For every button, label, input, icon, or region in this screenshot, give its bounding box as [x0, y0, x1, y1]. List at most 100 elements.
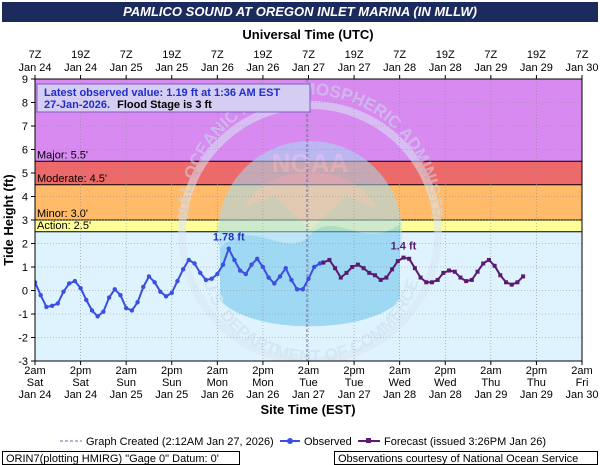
x-tick-label: Jan 25 [110, 389, 143, 401]
top-tick-label: Jan 26 [246, 62, 279, 74]
forecast-point [429, 280, 434, 285]
observed-point [146, 274, 152, 279]
observed-point [260, 264, 266, 270]
y-tick-label: 3 [22, 215, 28, 227]
y-axis-ticks: -3 -2 -1 0 1 2 3 4 5 6 7 8 9 [18, 74, 35, 368]
x-tick-label: Mon [252, 377, 273, 389]
legend-forecast-marker [366, 438, 371, 443]
x-tick-label: Sun [116, 377, 136, 389]
top-tick-label: 19Z [436, 49, 455, 61]
top-axis-label: Universal Time (UTC) [242, 27, 373, 42]
x-tick-label: Tue [345, 377, 364, 389]
forecast-point [447, 268, 452, 273]
forecast-point [464, 279, 469, 284]
observed-point [95, 314, 100, 319]
y-tick-label: 0 [22, 286, 28, 298]
observed-point [249, 262, 254, 267]
x-tick-label: Jan 24 [18, 389, 51, 401]
flood-label-action: Action: 2.5' [37, 220, 91, 232]
forecast-point [412, 266, 417, 271]
x-tick-label: 2am [571, 365, 592, 377]
legend-observed-marker [287, 438, 293, 444]
forecast-point [515, 280, 520, 285]
observed-point [243, 271, 249, 277]
x-tick-label: Thu [481, 377, 500, 389]
observed-point [306, 276, 311, 281]
y-tick-label: 8 [22, 98, 28, 110]
observed-point [294, 287, 300, 292]
forecast-point [504, 280, 509, 285]
observed-point [49, 303, 55, 308]
observed-point [61, 289, 66, 294]
top-tick-label: Jan 29 [520, 62, 553, 74]
legend-created-label: Graph Created (2:12AM Jan 27, 2026) [86, 436, 274, 448]
observed-point [44, 304, 49, 310]
y-tick-label: 2 [22, 239, 28, 251]
x-tick-label: 2pm [161, 365, 182, 377]
top-tick-label: 7Z [120, 49, 133, 61]
x-axis-label: Site Time (EST) [260, 402, 355, 417]
forecast-point [361, 266, 366, 271]
x-tick-label: 2am [480, 365, 501, 377]
observed-point [129, 308, 135, 313]
observed-line [35, 247, 324, 318]
x-tick-label: Thu [527, 377, 546, 389]
x-tick-label: 2pm [343, 365, 364, 377]
x-tick-label: Jan 29 [474, 389, 507, 401]
info-box-flood-stage: Flood Stage is 3 ft [117, 99, 212, 111]
forecast-point [372, 273, 377, 278]
observed-point [135, 300, 140, 305]
flood-label-moderate: Moderate: 4.5' [37, 173, 107, 185]
observed-point [55, 301, 60, 306]
info-box-date: 27-Jan-2026. [44, 99, 110, 111]
forecast-point [418, 275, 423, 280]
y-tick-label: -3 [18, 356, 28, 368]
observed-point [35, 280, 38, 285]
peak-annotation: 1.78 ft [213, 232, 245, 244]
x-tick-label: Jan 30 [565, 389, 598, 401]
info-box-line-1: Latest observed value: 1.19 ft at 1:36 A… [44, 87, 280, 99]
top-tick-label: Jan 28 [383, 62, 416, 74]
observed-point [66, 281, 72, 286]
flood-stage-labels: Action: 2.5'Minor: 3.0' Moderate: 4.5' Maj… [37, 149, 107, 232]
forecast-point [486, 257, 491, 262]
top-tick-label: 7Z [29, 49, 42, 61]
x-tick-label: Jan 27 [292, 389, 325, 401]
forecast-point [350, 265, 355, 269]
x-tick-label: 2am [298, 365, 319, 377]
x-tick-label: Jan 28 [429, 389, 462, 401]
forecast-point [458, 275, 463, 280]
top-tick-label: 19Z [71, 49, 90, 61]
observed-point [158, 289, 163, 294]
observed-point [266, 275, 271, 280]
x-tick-label: Sat [27, 377, 44, 389]
flood-label-minor: Minor: 3.0' [37, 208, 88, 220]
forecast-point [333, 266, 338, 271]
top-tick-label: 19Z [345, 49, 364, 61]
x-tick-label: Jan 29 [520, 389, 553, 401]
top-tick-label: 19Z [253, 49, 272, 61]
forecast-point [435, 277, 440, 282]
observed-point [283, 265, 288, 271]
top-tick-label: 7Z [393, 49, 406, 61]
x-tick-label: Jan 26 [246, 389, 279, 401]
top-tick-label: Jan 25 [110, 62, 143, 74]
observed-point [72, 278, 78, 284]
info-box-line-2: 27-Jan-2026. Flood Stage is 3 ft [44, 99, 212, 111]
observed-point [38, 293, 43, 298]
top-tick-label: Jan 27 [338, 62, 371, 74]
observed-point [112, 287, 117, 292]
observed-point [237, 268, 243, 273]
observed-point [203, 277, 209, 283]
top-tick-label: 7Z [211, 49, 224, 61]
forecast-point [321, 260, 326, 265]
legend-observed-label: Observed [304, 436, 352, 448]
x-tick-label: Jan 25 [155, 389, 188, 401]
legend-forecast-label: Forecast (issued 3:26PM Jan 26) [384, 436, 546, 448]
y-tick-label: -1 [18, 309, 28, 321]
x-tick-label: Jan 28 [383, 389, 416, 401]
x-tick-label: 2am [389, 365, 410, 377]
observed-point [272, 281, 277, 286]
